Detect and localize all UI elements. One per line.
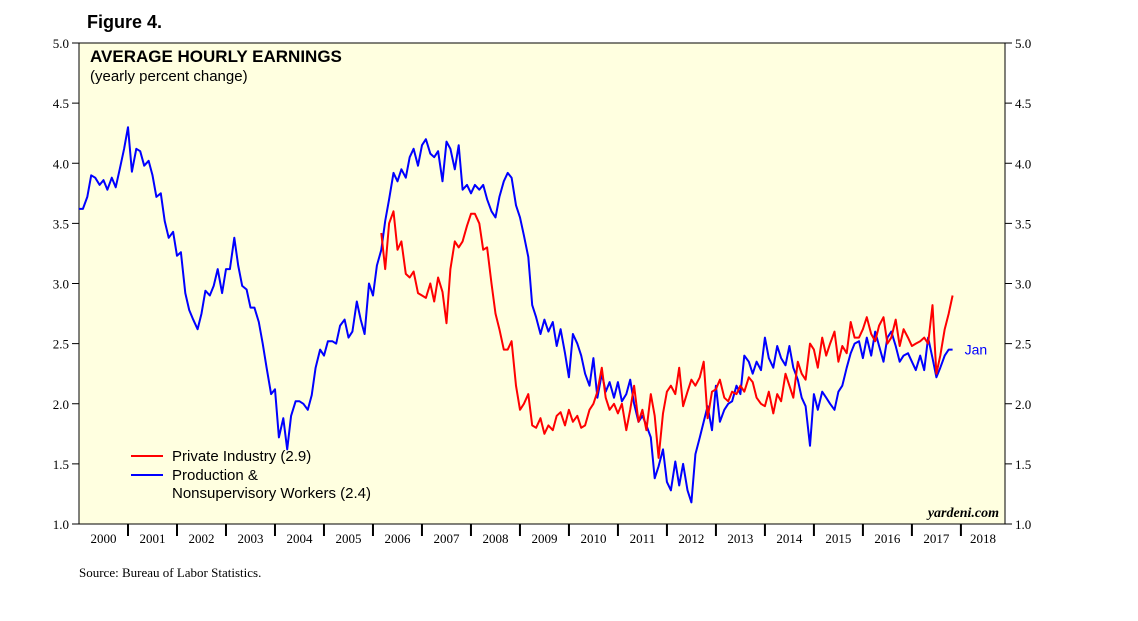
x-tick-label: 2002 [188, 531, 214, 546]
x-axis: 2000 2001 2002 2003 2004 2005 2006 2007 2008 2009… [90, 524, 996, 546]
x-tick-label: 2008 [482, 531, 508, 546]
y-tick-label-left: 3.0 [53, 277, 69, 292]
y-tick-label-left: 1.5 [53, 457, 69, 472]
chart-subtitle: (yearly percent change) [90, 68, 248, 85]
x-tick-label: 2016 [874, 531, 901, 546]
x-tick-label: 2000 [90, 531, 116, 546]
source-note: Source: Bureau of Labor Statistics. [79, 565, 261, 580]
x-tick-label: 2007 [433, 531, 460, 546]
y-tick-label-right: 4.5 [1015, 96, 1031, 111]
x-tick-label: 2012 [678, 531, 704, 546]
series-line-private-industry [380, 210, 954, 459]
legend-label-production-workers-line2: Nonsupervisory Workers (2.4) [172, 485, 371, 502]
x-tick-label: 2006 [384, 531, 411, 546]
x-tick-label: 2017 [923, 531, 950, 546]
x-tick-label: 2010 [580, 531, 606, 546]
y-tick-label-right: 3.0 [1015, 277, 1031, 292]
y-tick-label-left: 2.0 [53, 397, 69, 412]
x-tick-label: 2003 [237, 531, 263, 546]
series-line-production-workers [79, 126, 953, 504]
y-tick-label-left: 5.0 [53, 36, 69, 51]
y-tick-label-left: 4.5 [53, 96, 69, 111]
y-tick-label-left: 1.0 [53, 517, 69, 532]
end-label: Jan [965, 342, 988, 358]
x-tick-label: 2018 [970, 531, 996, 546]
x-tick-label: 2001 [139, 531, 165, 546]
y-tick-label-right: 1.0 [1015, 517, 1031, 532]
watermark: yardeni.com [926, 506, 999, 521]
figure-label: Figure 4. [87, 12, 162, 32]
y-tick-label-right: 4.0 [1015, 156, 1031, 171]
chart-title: AVERAGE HOURLY EARNINGS [90, 47, 342, 66]
y-tick-label-right: 2.0 [1015, 397, 1031, 412]
x-tick-label: 2014 [776, 531, 803, 546]
x-tick-label: 2005 [335, 531, 361, 546]
x-tick-label: 2009 [531, 531, 557, 546]
y-tick-label-right: 1.5 [1015, 457, 1031, 472]
x-tick-label: 2011 [630, 531, 656, 546]
x-tick-label: 2013 [727, 531, 753, 546]
y-tick-label-right: 2.5 [1015, 337, 1031, 352]
y-tick-label-right: 5.0 [1015, 36, 1031, 51]
legend-label-production-workers-line1: Production & [172, 467, 258, 484]
series-lines: Jan [79, 126, 988, 504]
y-axes: 1.0 1.0 1.5 1.5 2.0 2.0 2.5 2.5 3.0 3.0 3.5 3.5 4.0 4… [53, 36, 1032, 532]
y-tick-label-right: 3.5 [1015, 216, 1031, 231]
y-tick-label-left: 2.5 [53, 337, 69, 352]
plot-area [78, 42, 1006, 525]
y-tick-label-left: 4.0 [53, 156, 69, 171]
y-tick-label-left: 3.5 [53, 216, 69, 231]
legend-label-private-industry: Private Industry (2.9) [172, 448, 311, 465]
x-tick-label: 2015 [825, 531, 851, 546]
x-tick-label: 2004 [286, 531, 313, 546]
legend: Private Industry (2.9) Production & Nons… [131, 448, 371, 502]
